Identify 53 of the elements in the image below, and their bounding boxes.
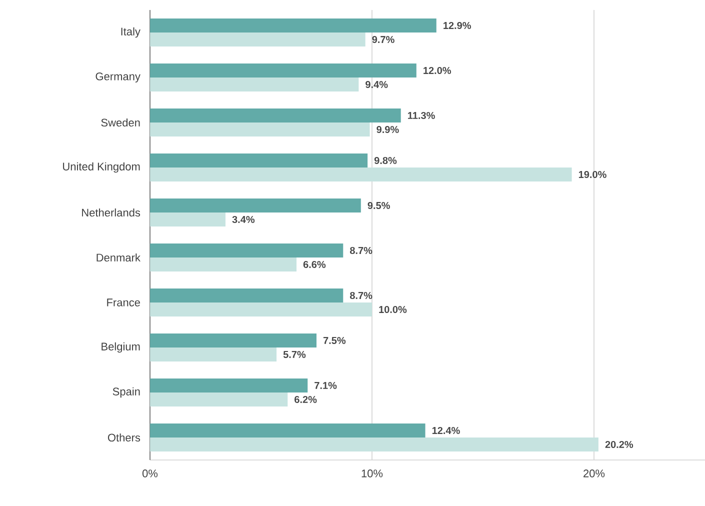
data-label: 9.5% xyxy=(368,202,390,210)
y-tick-label: Belgium xyxy=(102,342,140,353)
bar xyxy=(150,378,308,392)
y-tick-label: Denmark xyxy=(96,253,140,262)
data-label: 19.0% xyxy=(578,170,606,178)
bar xyxy=(150,212,226,226)
y-tick-label: Italy xyxy=(121,27,140,38)
data-label: 9.9% xyxy=(376,126,399,134)
bar xyxy=(150,333,316,348)
data-label: 5.7% xyxy=(283,350,306,358)
bar xyxy=(150,423,426,438)
bar xyxy=(150,168,572,182)
bar xyxy=(150,392,288,406)
data-label: 12.9% xyxy=(444,22,471,30)
data-label: 8.7% xyxy=(350,292,372,300)
bar xyxy=(150,302,372,316)
bar xyxy=(150,347,277,362)
x-tick-label: 20% xyxy=(584,470,605,478)
y-tick-label: Spain xyxy=(112,387,140,398)
data-label: 3.4% xyxy=(232,216,255,224)
y-tick-label: Sweden xyxy=(101,118,140,127)
data-label: 20.2% xyxy=(605,440,634,448)
bar xyxy=(150,198,361,212)
y-tick-label: Netherlands xyxy=(82,208,140,217)
bar xyxy=(150,18,436,33)
data-label: 12.0% xyxy=(424,66,452,74)
data-label: 12.4% xyxy=(432,426,460,434)
bar xyxy=(150,437,598,452)
bar xyxy=(150,288,344,302)
bar xyxy=(150,64,416,78)
data-label: 6.6% xyxy=(303,260,326,268)
data-label: 9.7% xyxy=(372,36,394,44)
bar xyxy=(150,243,344,258)
data-label: 9.4% xyxy=(366,80,388,88)
data-label: 9.8% xyxy=(374,156,397,164)
data-label: 6.2% xyxy=(294,396,317,404)
data-label: 11.3% xyxy=(408,112,435,120)
bar xyxy=(150,154,368,168)
bar xyxy=(150,78,359,92)
x-tick-label: 0% xyxy=(142,470,158,478)
y-tick-label: France xyxy=(107,298,140,306)
data-label: 10.0% xyxy=(379,306,407,314)
data-label: 8.7% xyxy=(350,246,372,254)
x-tick-label: 10% xyxy=(362,470,383,478)
data-label: 7.5% xyxy=(323,336,346,344)
bar xyxy=(150,108,401,122)
bar xyxy=(150,257,297,272)
bar xyxy=(150,122,370,136)
y-tick-label: United Kingdom xyxy=(63,162,140,173)
y-tick-label: Others xyxy=(108,433,140,442)
bar xyxy=(150,32,366,46)
y-tick-label: Germany xyxy=(96,72,140,82)
data-label: 7.1% xyxy=(314,382,337,390)
